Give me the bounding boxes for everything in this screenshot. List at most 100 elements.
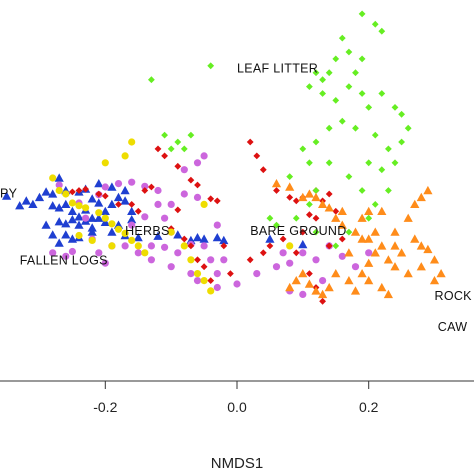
- point-s4-33: [345, 173, 353, 180]
- point-s3-0: [49, 174, 57, 182]
- point-s5-24: [370, 248, 380, 257]
- point-s0-4: [34, 192, 45, 202]
- point-s4-54: [180, 145, 188, 153]
- point-s0-33: [100, 206, 110, 215]
- point-s5-9: [350, 227, 361, 236]
- point-s1-56: [279, 249, 287, 257]
- point-s2-33: [292, 249, 300, 257]
- point-s3-18: [200, 277, 208, 285]
- point-s4-6: [358, 55, 366, 63]
- point-s5-46: [423, 185, 433, 195]
- point-s3-19: [207, 287, 215, 295]
- point-s2-42: [134, 207, 142, 215]
- point-s1-16: [154, 200, 162, 208]
- point-s0-40: [107, 227, 117, 236]
- point-s0-26: [67, 234, 77, 243]
- axes-layer: -0.2 0.0 0.2: [0, 380, 474, 415]
- point-s1-6: [128, 178, 136, 186]
- point-s4-28: [299, 145, 307, 153]
- point-s5-5: [318, 199, 328, 208]
- point-s4-8: [325, 69, 333, 77]
- point-s2-2: [82, 185, 89, 193]
- point-s2-38: [338, 235, 346, 243]
- point-s2-11: [207, 195, 215, 203]
- point-s0-15: [67, 206, 77, 215]
- point-s5-30: [318, 289, 328, 299]
- point-s5-33: [298, 269, 308, 278]
- point-s4-37: [312, 228, 320, 236]
- point-s4-23: [371, 131, 379, 139]
- point-s4-12: [319, 90, 326, 97]
- point-s2-16: [273, 187, 280, 194]
- point-s3-11: [128, 236, 136, 244]
- point-s5-36: [377, 282, 387, 292]
- point-s1-19: [147, 242, 155, 250]
- point-s1-10: [180, 190, 188, 198]
- point-s0-20: [74, 220, 84, 229]
- point-s4-52: [187, 131, 195, 139]
- point-s1-36: [220, 256, 228, 264]
- point-s4-27: [312, 138, 320, 146]
- point-s5-4: [311, 192, 321, 202]
- point-s5-26: [357, 269, 367, 278]
- point-s1-35: [213, 270, 221, 278]
- point-s1-30: [68, 247, 76, 256]
- point-s4-3: [338, 34, 346, 42]
- point-s3-1: [55, 186, 63, 195]
- point-s1-15: [161, 214, 169, 222]
- point-s2-21: [332, 207, 340, 215]
- point-s2-0: [69, 188, 76, 196]
- point-s4-44: [385, 187, 392, 194]
- point-s4-21: [398, 138, 405, 146]
- point-s5-10: [364, 234, 374, 243]
- point-s5-25: [364, 258, 374, 267]
- point-s4-17: [378, 90, 386, 97]
- point-s2-7: [161, 152, 168, 160]
- point-s0-44: [173, 230, 183, 239]
- point-s0-43: [153, 231, 163, 240]
- point-s1-14: [200, 152, 208, 160]
- point-s0-54: [94, 179, 104, 188]
- point-s4-14: [345, 83, 353, 90]
- point-s0-19: [67, 215, 77, 224]
- point-s5-47: [416, 192, 426, 202]
- point-s0-24: [87, 227, 97, 236]
- point-s0-14: [87, 194, 97, 203]
- point-s2-39: [115, 201, 122, 208]
- point-s2-32: [266, 242, 274, 250]
- point-s1-50: [319, 277, 327, 285]
- point-s4-40: [286, 173, 294, 180]
- point-s1-2: [82, 214, 90, 222]
- point-s2-4: [141, 187, 149, 194]
- point-s2-46: [312, 214, 320, 222]
- point-s5-1: [285, 182, 295, 191]
- point-s1-4: [101, 183, 109, 191]
- point-s3-3: [68, 199, 76, 207]
- point-s0-10: [54, 173, 64, 182]
- x-ticks: -0.2 0.0 0.2: [93, 381, 379, 415]
- x-tick-label-1: 0.0: [227, 399, 247, 415]
- point-s4-2: [378, 27, 386, 35]
- point-s0-38: [100, 217, 110, 226]
- point-s4-53: [167, 145, 175, 153]
- annotations-layer: LEAF LITTER PY HERBS BARE GROUND FALLEN LOGS…: [0, 62, 472, 334]
- point-s5-7: [331, 213, 341, 222]
- point-s0-16: [74, 212, 84, 221]
- point-s5-42: [370, 227, 380, 236]
- point-s3-17: [193, 270, 202, 278]
- point-s3-25: [108, 242, 116, 250]
- point-s1-55: [200, 242, 208, 250]
- point-s4-50: [174, 138, 182, 146]
- point-s3-26: [200, 200, 208, 208]
- point-s3-12: [134, 242, 142, 250]
- point-s5-34: [291, 276, 301, 285]
- point-s0-37: [127, 206, 137, 215]
- point-s5-41: [357, 213, 367, 222]
- point-s3-20: [128, 138, 136, 146]
- point-s4-36: [292, 214, 300, 222]
- point-s2-18: [292, 197, 300, 205]
- point-s5-29: [324, 282, 334, 292]
- point-s5-40: [337, 206, 347, 215]
- point-s4-7: [352, 69, 359, 77]
- annotation-fallen-logs: FALLEN LOGS: [20, 254, 108, 268]
